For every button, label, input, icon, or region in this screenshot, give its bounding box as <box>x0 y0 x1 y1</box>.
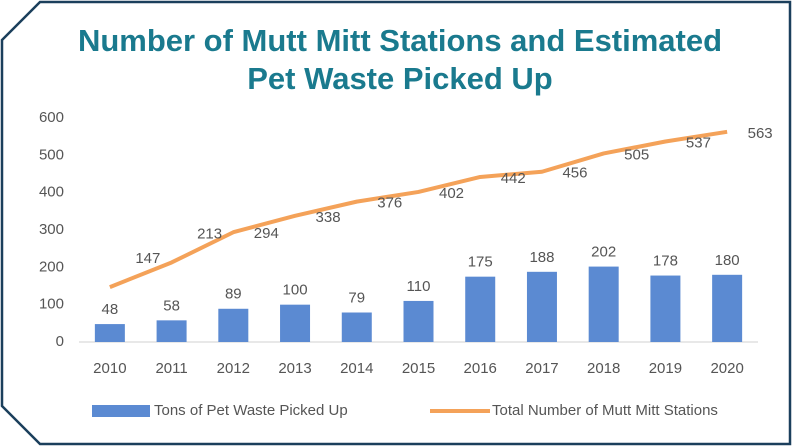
line-value-label: 537 <box>686 134 711 151</box>
bar-value-label: 175 <box>468 254 493 271</box>
line <box>109 129 728 289</box>
bar <box>156 320 187 342</box>
bar-value-label: 110 <box>407 278 431 295</box>
line-value-label: 376 <box>377 195 402 212</box>
legend-label: Total Number of Mutt Mitt Stations <box>492 402 718 419</box>
y-tick-label: 0 <box>56 333 64 350</box>
line-value-label: 402 <box>439 185 464 202</box>
line-value-label: 338 <box>316 209 341 226</box>
bar-value-label: 178 <box>653 253 678 270</box>
y-tick-label: 100 <box>39 296 64 313</box>
y-tick-label: 500 <box>39 146 64 163</box>
legend-label: Tons of Pet Waste Picked Up <box>154 402 348 419</box>
chart-title: Number of Mutt Mitt Stations and Estimat… <box>77 23 723 96</box>
bar <box>465 276 496 342</box>
x-tick-label: 2013 <box>278 360 311 377</box>
x-tick-label: 2016 <box>464 360 497 377</box>
y-tick-label: 300 <box>39 221 64 238</box>
line-value-label: 442 <box>501 170 526 187</box>
bar <box>218 308 249 342</box>
bar-value-label: 79 <box>348 289 365 306</box>
x-tick-label: 2010 <box>93 360 126 377</box>
line-value-label: 294 <box>254 225 279 242</box>
bar-value-label: 58 <box>163 297 180 314</box>
x-tick-label: 2017 <box>525 360 558 377</box>
bar-value-label: 180 <box>715 252 740 269</box>
line-value-label: 456 <box>562 165 587 182</box>
bar <box>650 275 681 342</box>
bar-value-label: 188 <box>529 249 554 266</box>
x-tick-label: 2014 <box>340 360 373 377</box>
y-tick-label: 600 <box>39 109 64 126</box>
x-tick-label: 2011 <box>155 360 187 377</box>
bar-value-label: 48 <box>102 301 119 318</box>
x-tick-label: 2020 <box>710 360 743 377</box>
line-value-label: 505 <box>624 146 649 163</box>
line-value-label: 147 <box>135 250 160 267</box>
y-tick-label: 200 <box>39 258 64 275</box>
line-value-label: 563 <box>748 125 773 142</box>
bar <box>94 324 125 342</box>
bar <box>341 312 372 342</box>
x-tick-label: 2018 <box>587 360 620 377</box>
x-tick-label: 2015 <box>402 360 435 377</box>
bar-value-label: 202 <box>591 244 616 261</box>
bar <box>526 271 557 342</box>
bar <box>403 300 434 342</box>
legend-swatch <box>92 405 150 417</box>
line-value-label: 213 <box>197 225 222 242</box>
bar-value-label: 89 <box>225 286 242 303</box>
x-tick-label: 2012 <box>217 360 250 377</box>
y-tick-label: 400 <box>39 184 64 201</box>
x-tick-label: 2019 <box>649 360 682 377</box>
bar-value-label: 100 <box>283 282 308 299</box>
bar <box>588 266 619 342</box>
bar <box>712 274 743 342</box>
bar <box>280 304 311 342</box>
